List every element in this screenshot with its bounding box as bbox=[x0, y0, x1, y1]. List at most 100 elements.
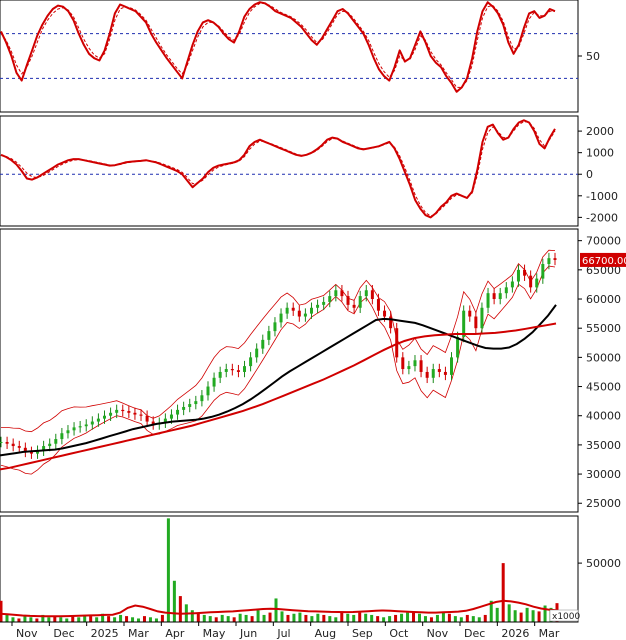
volume-bar bbox=[208, 616, 212, 622]
volume-bar bbox=[328, 616, 332, 622]
volume-bar bbox=[304, 614, 308, 622]
price-y-tick-label: 25000 bbox=[586, 497, 621, 510]
volume-bar bbox=[543, 605, 547, 622]
volume-bar bbox=[519, 612, 523, 622]
x-tick-label: Mar bbox=[539, 627, 560, 640]
volume-bar bbox=[495, 607, 499, 622]
price-candle-body bbox=[206, 386, 210, 396]
volume-bar bbox=[364, 613, 368, 622]
price-candle-body bbox=[60, 433, 64, 440]
volume-bar bbox=[388, 616, 392, 622]
price-candle-body bbox=[194, 401, 198, 405]
price-candle-body bbox=[279, 313, 283, 323]
price-candle-body bbox=[395, 328, 399, 358]
macd-y-tick-label: -1000 bbox=[586, 190, 618, 203]
volume-bar bbox=[423, 616, 427, 622]
volume-bar bbox=[83, 614, 87, 622]
volume-bar bbox=[412, 611, 416, 622]
volume-bar bbox=[190, 610, 194, 622]
macd-series-line bbox=[0, 119, 556, 219]
price-candle-body bbox=[322, 301, 326, 305]
volume-bar bbox=[232, 617, 236, 622]
price-candle-body bbox=[29, 451, 33, 454]
volume-bar bbox=[226, 616, 230, 622]
volume-bar bbox=[435, 614, 439, 622]
price-candle-body bbox=[200, 395, 204, 402]
price-candle-body bbox=[0, 441, 3, 443]
rsi-series-line bbox=[0, 2, 555, 88]
price-candle-body bbox=[133, 412, 137, 415]
price-candle-body bbox=[90, 421, 94, 425]
volume-bar bbox=[47, 617, 51, 622]
price-candle-body bbox=[352, 304, 356, 308]
price-candle-body bbox=[48, 443, 52, 447]
price-candle-body bbox=[102, 415, 106, 419]
price-candle-body bbox=[358, 296, 362, 308]
price-candle-body bbox=[334, 290, 338, 297]
volume-bar bbox=[59, 617, 63, 622]
price-candle-body bbox=[163, 418, 167, 423]
volume-bar bbox=[280, 611, 284, 622]
volume-bar bbox=[202, 614, 206, 622]
price-candle-body bbox=[529, 275, 533, 288]
price-candle-body bbox=[224, 369, 228, 372]
price-candle-body bbox=[480, 307, 484, 329]
volume-bar bbox=[322, 614, 326, 622]
volume-bar bbox=[274, 598, 278, 622]
volume-bar bbox=[160, 614, 164, 622]
price-y-tick-label: 60000 bbox=[586, 293, 621, 306]
volume-bar bbox=[5, 614, 9, 622]
volume-bar bbox=[441, 612, 445, 622]
rsi-y-tick-label: 50 bbox=[586, 50, 600, 63]
macd-y-tick-label: 2000 bbox=[586, 125, 614, 138]
price-candle-body bbox=[36, 450, 40, 454]
price-candle-body bbox=[139, 414, 143, 416]
volume-bar bbox=[220, 614, 224, 622]
x-tick-label: Jul bbox=[276, 627, 290, 640]
price-candle-body bbox=[407, 366, 411, 370]
macd-panel-frame bbox=[0, 115, 579, 227]
volume-bar bbox=[89, 616, 93, 622]
price-candle-body bbox=[376, 299, 380, 311]
volume-bar bbox=[316, 613, 320, 622]
volume-bar bbox=[382, 617, 386, 622]
price-band-line bbox=[0, 265, 556, 475]
volume-bar bbox=[483, 614, 487, 622]
volume-bar bbox=[262, 614, 266, 622]
x-tick-label: Jun bbox=[239, 627, 257, 640]
price-candle-body bbox=[316, 304, 320, 308]
price-y-tick-label: 70000 bbox=[586, 235, 621, 248]
volume-bar bbox=[125, 616, 129, 622]
volume-bar bbox=[77, 617, 81, 622]
x-tick-label: Nov bbox=[16, 627, 38, 640]
volume-y-tick-label: 50000 bbox=[586, 557, 621, 570]
price-candle-body bbox=[96, 418, 100, 422]
volume-bar bbox=[238, 613, 242, 622]
price-candle-body bbox=[145, 415, 149, 422]
price-candle-body bbox=[547, 258, 551, 265]
volume-bar bbox=[244, 614, 248, 622]
volume-bar bbox=[489, 600, 493, 622]
macd-series-line bbox=[0, 121, 556, 217]
volume-bar bbox=[35, 618, 39, 622]
price-candle-body bbox=[486, 293, 490, 308]
volume-bar bbox=[477, 617, 481, 622]
price-y-tick-label: 65000 bbox=[586, 264, 621, 277]
volume-bar bbox=[95, 617, 99, 622]
volume-bar bbox=[417, 613, 421, 622]
x-tick-label: Mar bbox=[128, 627, 149, 640]
price-panel-frame bbox=[0, 228, 579, 513]
macd-y-tick-label: 1000 bbox=[586, 147, 614, 160]
volume-bar bbox=[166, 518, 170, 622]
volume-bar bbox=[23, 616, 27, 622]
x-tick-label: 2026 bbox=[501, 627, 529, 640]
price-candle-body bbox=[523, 269, 527, 276]
price-candle-body bbox=[84, 424, 88, 427]
x-tick-label: 2025 bbox=[91, 627, 119, 640]
price-candle-body bbox=[212, 377, 216, 387]
x-tick-label: Nov bbox=[427, 627, 449, 640]
volume-bar bbox=[453, 616, 457, 622]
volume-bar bbox=[501, 563, 505, 622]
volume-bar bbox=[41, 614, 45, 622]
